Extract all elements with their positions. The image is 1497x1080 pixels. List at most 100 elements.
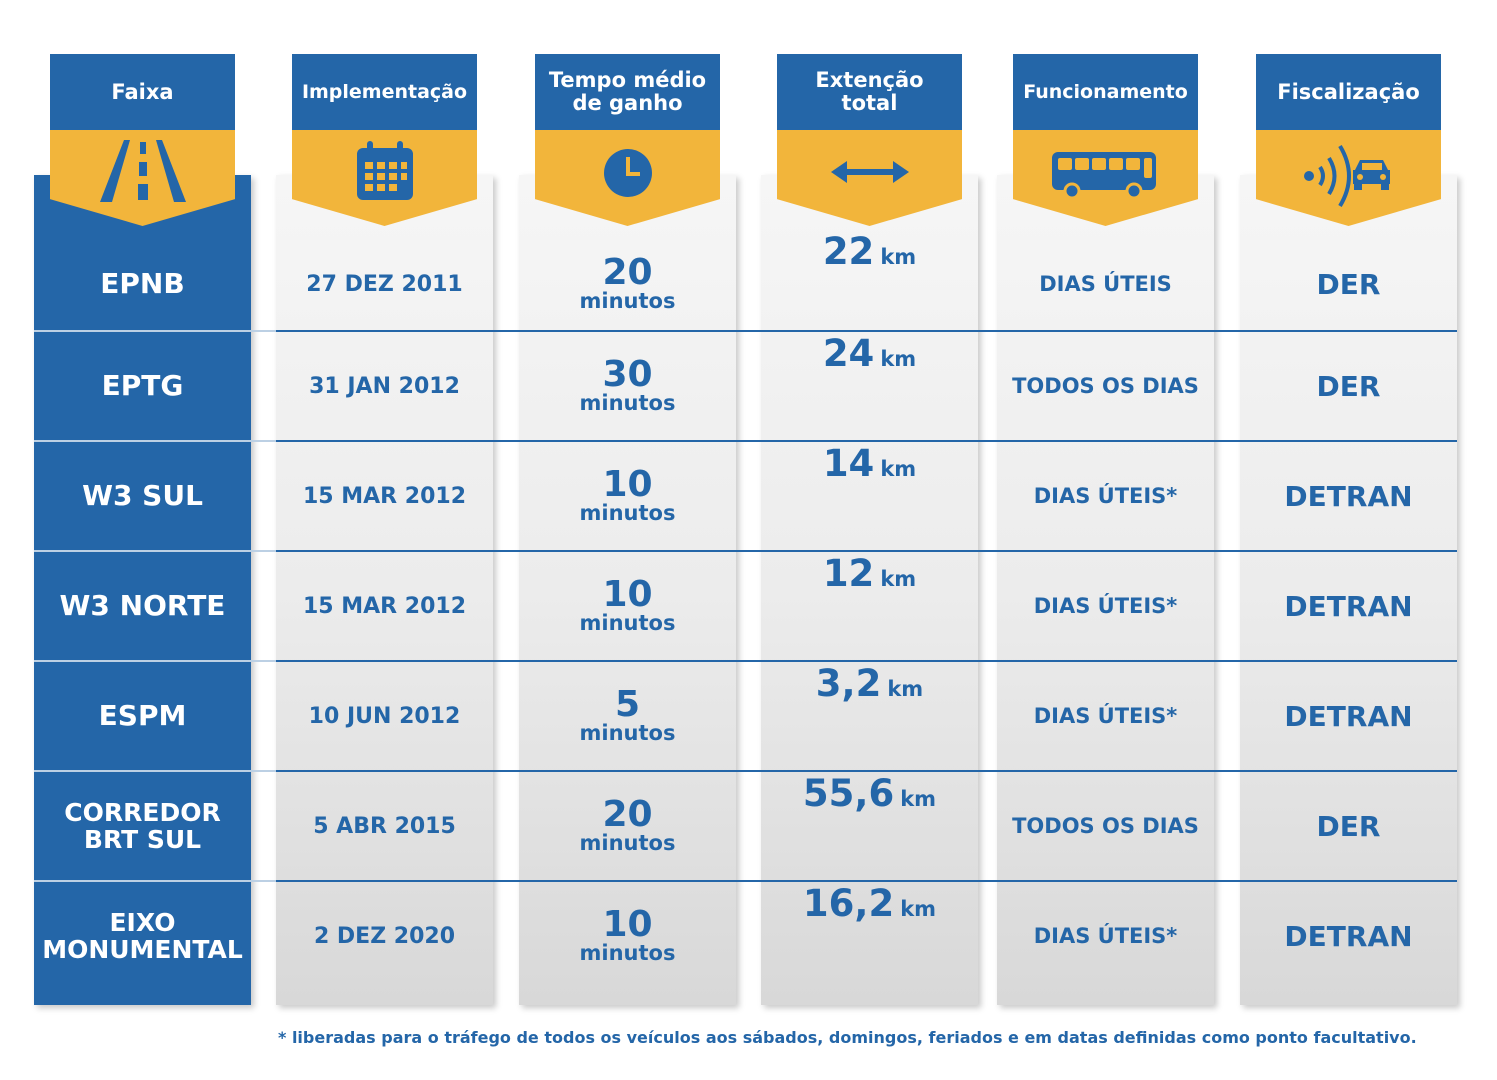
tempo-value: 20 [602, 794, 653, 835]
faixa-cell: EPTG [34, 332, 251, 440]
double-arrow-icon [830, 161, 909, 183]
faixa-cell: ESPM [34, 662, 251, 770]
fiscalizacao-value: DETRAN [1284, 699, 1413, 733]
row-separator [34, 660, 276, 662]
tempo-unit: minutos [579, 501, 676, 525]
funcionamento-cell: TODOS OS DIAS [997, 772, 1214, 880]
funcionamento-column [997, 175, 1214, 1005]
row-separator [519, 330, 761, 332]
extencao-cell: 12 km [761, 552, 978, 660]
row-separator [997, 550, 1240, 552]
funcionamento-value: DIAS ÚTEIS [1039, 272, 1172, 296]
faixa-cell: EIXO MONUMENTAL [34, 882, 251, 990]
row-separator [1240, 660, 1457, 662]
extencao-value: 16,2 [802, 882, 895, 925]
implementacao-date: 31 JAN 2012 [309, 373, 460, 399]
fiscalizacao-cell: DETRAN [1240, 662, 1457, 770]
extencao-unit: km [900, 787, 937, 811]
implementacao-date: 2 DEZ 2020 [313, 923, 456, 949]
tempo-value: 30 [602, 354, 653, 395]
tempo-cell: 30 minutos [519, 332, 736, 440]
implementacao-date: 5 ABR 2015 [313, 813, 456, 839]
row-separator [34, 440, 276, 442]
row-separator [1240, 330, 1457, 332]
implementacao-date: 27 DEZ 2011 [306, 271, 463, 297]
faixa-name: W3 NORTE [59, 589, 226, 622]
fiscalizacao-cell: DER [1240, 230, 1457, 338]
bus-icon [1051, 152, 1156, 200]
row-separator [34, 330, 276, 332]
row-separator [761, 440, 997, 442]
row-separator [519, 880, 761, 882]
extencao-cell: 55,6 km [761, 772, 978, 880]
extencao-unit: km [900, 897, 937, 921]
fiscalizacao-value: DER [1316, 809, 1381, 843]
extencao-column [761, 175, 978, 1005]
faixa-cell: CORREDOR BRT SUL [34, 772, 251, 880]
fiscalizacao-cell: DETRAN [1240, 882, 1457, 990]
row-separator [34, 880, 276, 882]
row-separator [997, 770, 1240, 772]
tempo-value: 10 [602, 464, 653, 505]
implementacao-date: 15 MAR 2012 [302, 593, 467, 619]
fiscalizacao-value: DER [1316, 267, 1381, 301]
extencao-value: 55,6 [802, 772, 895, 815]
extencao-cell: 24 km [761, 332, 978, 440]
tempo-unit: minutos [579, 611, 676, 635]
tempo-value: 10 [602, 574, 653, 615]
extencao-unit: km [880, 567, 917, 591]
row-separator [276, 550, 519, 552]
row-separator [519, 440, 761, 442]
tempo-unit: minutos [579, 941, 676, 965]
extencao-unit: km [887, 677, 924, 701]
footnote: * liberadas para o tráfego de todos os v… [278, 1028, 1417, 1047]
implementacao-cell: 31 JAN 2012 [276, 332, 493, 440]
faixa-name: W3 SUL [82, 479, 203, 512]
row-separator [761, 550, 997, 552]
header-funcionamento: Funcionamento [1013, 54, 1198, 130]
row-separator [276, 660, 519, 662]
faixa-name: EPTG [101, 369, 184, 402]
tempo-unit: minutos [579, 831, 676, 855]
extencao-cell: 16,2 km [761, 882, 978, 990]
tempo-cell: 5 minutos [519, 662, 736, 770]
funcionamento-cell: DIAS ÚTEIS* [997, 552, 1214, 660]
faixa-cell: W3 SUL [34, 442, 251, 550]
tempo-unit: minutos [579, 289, 676, 313]
implementacao-cell: 2 DEZ 2020 [276, 882, 493, 990]
row-separator [34, 550, 276, 552]
header-implementacao: Implementação [292, 54, 477, 130]
row-separator [997, 330, 1240, 332]
extencao-value: 12 [822, 552, 875, 595]
tempo-value: 10 [602, 904, 653, 945]
implementacao-column [276, 175, 493, 1005]
row-separator [1240, 880, 1457, 882]
row-separator [761, 330, 997, 332]
faixa-name: EIXO MONUMENTAL [42, 908, 243, 964]
extencao-cell: 22 km [761, 230, 978, 338]
funcionamento-cell: TODOS OS DIAS [997, 332, 1214, 440]
funcionamento-value: DIAS ÚTEIS* [1033, 484, 1178, 508]
implementacao-cell: 10 JUN 2012 [276, 662, 493, 770]
tempo-cell: 10 minutos [519, 882, 736, 990]
funcionamento-value: DIAS ÚTEIS* [1033, 704, 1178, 728]
row-separator [997, 660, 1240, 662]
row-separator [761, 660, 997, 662]
header-fiscalizacao: Fiscalização [1256, 54, 1441, 130]
funcionamento-value: TODOS OS DIAS [1012, 374, 1199, 398]
faixa-column [34, 175, 251, 1005]
funcionamento-value: DIAS ÚTEIS* [1033, 594, 1178, 618]
fiscalizacao-value: DETRAN [1284, 919, 1413, 953]
fiscalizacao-cell: DETRAN [1240, 552, 1457, 660]
implementacao-date: 10 JUN 2012 [308, 703, 461, 729]
implementacao-cell: 27 DEZ 2011 [276, 230, 493, 338]
tempo-column [519, 175, 736, 1005]
implementacao-date: 15 MAR 2012 [302, 483, 467, 509]
row-separator [276, 770, 519, 772]
implementacao-cell: 15 MAR 2012 [276, 552, 493, 660]
row-separator [1240, 550, 1457, 552]
tempo-value: 5 [614, 684, 641, 725]
row-separator [997, 440, 1240, 442]
row-separator [997, 880, 1240, 882]
tempo-value: 20 [602, 252, 653, 293]
